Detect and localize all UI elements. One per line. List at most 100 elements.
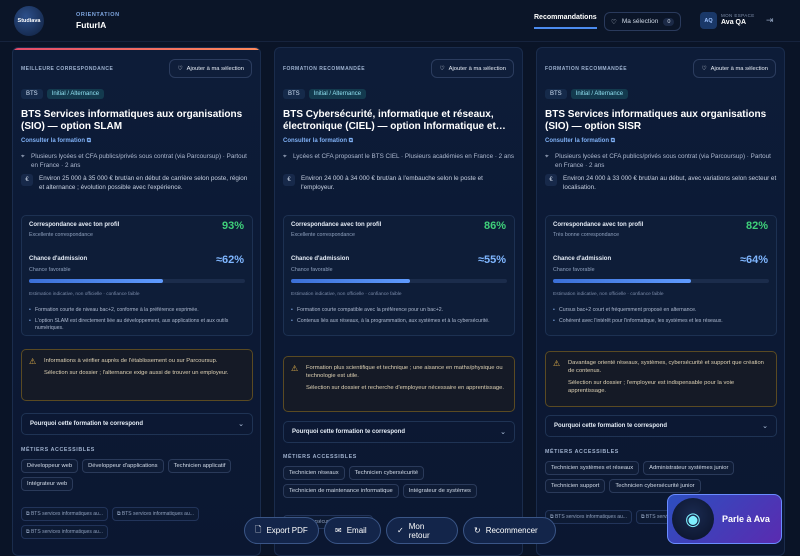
job-chip[interactable]: Technicien applicatif <box>167 459 232 473</box>
ava-label: Parle à Ava <box>722 514 770 524</box>
job-chip[interactable]: Intégrateur de systèmes <box>402 484 477 498</box>
source-link[interactable]: ⧉ BTS services informatiques au... <box>111 507 199 521</box>
user-kicker: MON ESPACE <box>721 13 755 18</box>
consult-label: Consulter la formation <box>283 138 348 144</box>
job-chip[interactable]: Technicien cybersécurité junior <box>609 479 701 493</box>
location-text: ⌖ Plusieurs lycées et CFA publics/privés … <box>545 152 777 170</box>
restart-button[interactable]: ↻ Recommencer <box>463 517 556 544</box>
export-pdf-button[interactable]: 🗋 Export PDF <box>244 517 319 544</box>
location-text: ⌖ Lycées et CFA proposant le BTS CIEL · P… <box>283 152 515 161</box>
job-chip[interactable]: Technicien cybersécurité <box>348 466 425 480</box>
score-panel: Correspondance avec ton profil Excellente… <box>21 215 253 336</box>
salary-text: € Environ 24 000 à 34 000 € brut/an à l'e… <box>283 174 515 192</box>
jobs-heading: MÉTIERS ACCESSIBLES <box>21 447 95 453</box>
bullet: Formation courte de niveau bac+2, confor… <box>29 307 247 314</box>
feedback-label: Mon retour <box>408 521 430 540</box>
admission-sub: Chance favorable <box>291 267 333 273</box>
studiava-logo[interactable]: Studiava <box>14 5 44 36</box>
card-accent <box>13 48 260 50</box>
source-link-label: BTS services informatiques au... <box>30 511 103 517</box>
job-chip[interactable]: Développeur web <box>21 459 79 473</box>
tag: Initial / Alternance <box>308 89 367 99</box>
job-chip[interactable]: Technicien de maintenance informatique <box>283 484 399 498</box>
avatar[interactable]: AQ <box>700 12 717 29</box>
formation-card: FORMATION RECOMMANDÉE ♡ Ajouter à ma sélec… <box>274 47 523 556</box>
add-to-selection-button[interactable]: ♡ Ajouter à ma sélection <box>169 59 252 78</box>
nav-recommendations[interactable]: Recommandations <box>534 14 597 29</box>
admission-bar-fill <box>553 279 692 283</box>
euro-icon: € <box>21 174 33 186</box>
euro-icon: € <box>545 174 557 186</box>
feedback-button[interactable]: ✓ Mon retour <box>386 517 458 544</box>
why-accordion[interactable]: Pourquoi cette formation te correspond ⌄ <box>545 415 777 437</box>
formation-title: BTS Services informatiques aux organisat… <box>545 109 767 132</box>
card-tags: BTS Initial / Alternance <box>21 89 105 99</box>
my-selection-button[interactable]: ♡ Ma sélection 0 <box>604 12 682 31</box>
job-chip[interactable]: Technicien support <box>545 479 606 493</box>
logout-icon[interactable]: ⇥ <box>766 15 774 25</box>
email-label: Email <box>346 526 367 535</box>
brand-kicker: ORIENTATION <box>76 11 120 18</box>
admission-label: Chance d'admission <box>291 256 350 262</box>
match-value: 82% <box>745 220 768 232</box>
card-kicker: FORMATION RECOMMANDÉE <box>545 66 628 72</box>
selection-label: Ma sélection <box>621 18 659 25</box>
add-to-selection-button[interactable]: ♡ Ajouter à ma sélection <box>693 59 776 78</box>
consult-label: Consulter la formation <box>21 138 86 144</box>
jobs-list: Technicien systèmes et réseaux Administra… <box>545 461 781 493</box>
consult-link[interactable]: Consulter la formation ⧉ <box>283 138 353 145</box>
job-chip[interactable]: Technicien réseaux <box>283 466 345 480</box>
admission-bar <box>553 279 769 283</box>
add-label: Ajouter à ma sélection <box>448 65 506 72</box>
why-accordion[interactable]: Pourquoi cette formation te correspond ⌄ <box>283 421 515 443</box>
card-kicker: FORMATION RECOMMANDÉE <box>283 66 366 72</box>
export-label: Export PDF <box>266 526 308 535</box>
tag: Initial / Alternance <box>570 89 629 99</box>
admission-sub: Chance favorable <box>553 267 595 273</box>
source-link[interactable]: ⧉ BTS services informatiques au... <box>545 510 632 524</box>
admission-bar <box>29 279 245 283</box>
external-link-icon: ⧉ <box>86 138 91 144</box>
consult-link[interactable]: Consulter la formation ⧉ <box>545 138 615 145</box>
job-chip[interactable]: Administrateur systèmes junior <box>643 461 735 475</box>
jobs-heading: MÉTIERS ACCESSIBLES <box>545 449 619 455</box>
source-link[interactable]: ⧉ BTS services informatiques au... <box>21 525 108 539</box>
admission-value: ≈62% <box>215 254 244 266</box>
why-accordion[interactable]: Pourquoi cette formation te correspond ⌄ <box>21 413 253 435</box>
formation-card: MEILLEURE CORRESPONDANCE ♡ Ajouter à ma sé… <box>12 47 261 556</box>
external-link-icon: ⧉ <box>348 138 353 144</box>
warning-text: Sélection sur dossier ; l'alternance exi… <box>44 370 229 376</box>
document-icon: 🗋 <box>255 524 262 534</box>
email-button[interactable]: ✉ Email <box>324 517 381 544</box>
jobs-list: Technicien réseaux Technicien cybersécuri… <box>283 466 519 498</box>
formation-card: FORMATION RECOMMANDÉE ♡ Ajouter à ma sélec… <box>536 47 785 556</box>
talk-to-ava-button[interactable]: ◉ Parle à Ava <box>667 494 782 544</box>
pin-icon: ⌖ <box>283 153 287 160</box>
match-value: 93% <box>221 220 244 232</box>
why-label: Pourquoi cette formation te correspond <box>554 423 668 429</box>
formation-title: BTS Services informatiques aux organisat… <box>21 109 243 132</box>
user-menu[interactable]: MON ESPACE Ava QA <box>721 13 755 26</box>
add-to-selection-button[interactable]: ♡ Ajouter à ma sélection <box>431 59 514 78</box>
match-sub: Excellente correspondance <box>291 232 355 238</box>
source-link[interactable]: ⧉ BTS services informatiques au... <box>21 507 108 521</box>
user-name: Ava QA <box>721 19 747 26</box>
job-chip[interactable]: Intégrateur web <box>21 477 74 491</box>
admission-value: ≈55% <box>477 254 506 266</box>
location-value: Lycées et CFA proposant le BTS CIEL · Pl… <box>293 153 515 160</box>
add-label: Ajouter à ma sélection <box>186 65 244 72</box>
jobs-list: Développeur web Développeur d'application… <box>21 459 257 491</box>
match-value: 86% <box>483 220 506 232</box>
job-chip[interactable]: Technicien systèmes et réseaux <box>545 461 640 475</box>
salary-value: Environ 24 000 à 33 000 € brut/an au déb… <box>563 175 777 191</box>
logo-text: Studiava <box>17 17 41 24</box>
estimate-note: Estimation indicative, non officielle · … <box>29 292 140 297</box>
chevron-down-icon: ⌄ <box>238 421 244 428</box>
estimate-note: Estimation indicative, non officielle · … <box>553 292 664 297</box>
restart-label: Recommencer <box>485 526 538 535</box>
job-chip[interactable]: Développeur d'applications <box>82 459 164 473</box>
card-accent <box>275 48 522 50</box>
consult-link[interactable]: Consulter la formation ⧉ <box>21 138 91 145</box>
estimate-note: Estimation indicative, non officielle · … <box>291 292 402 297</box>
heart-icon: ♡ <box>439 65 445 72</box>
